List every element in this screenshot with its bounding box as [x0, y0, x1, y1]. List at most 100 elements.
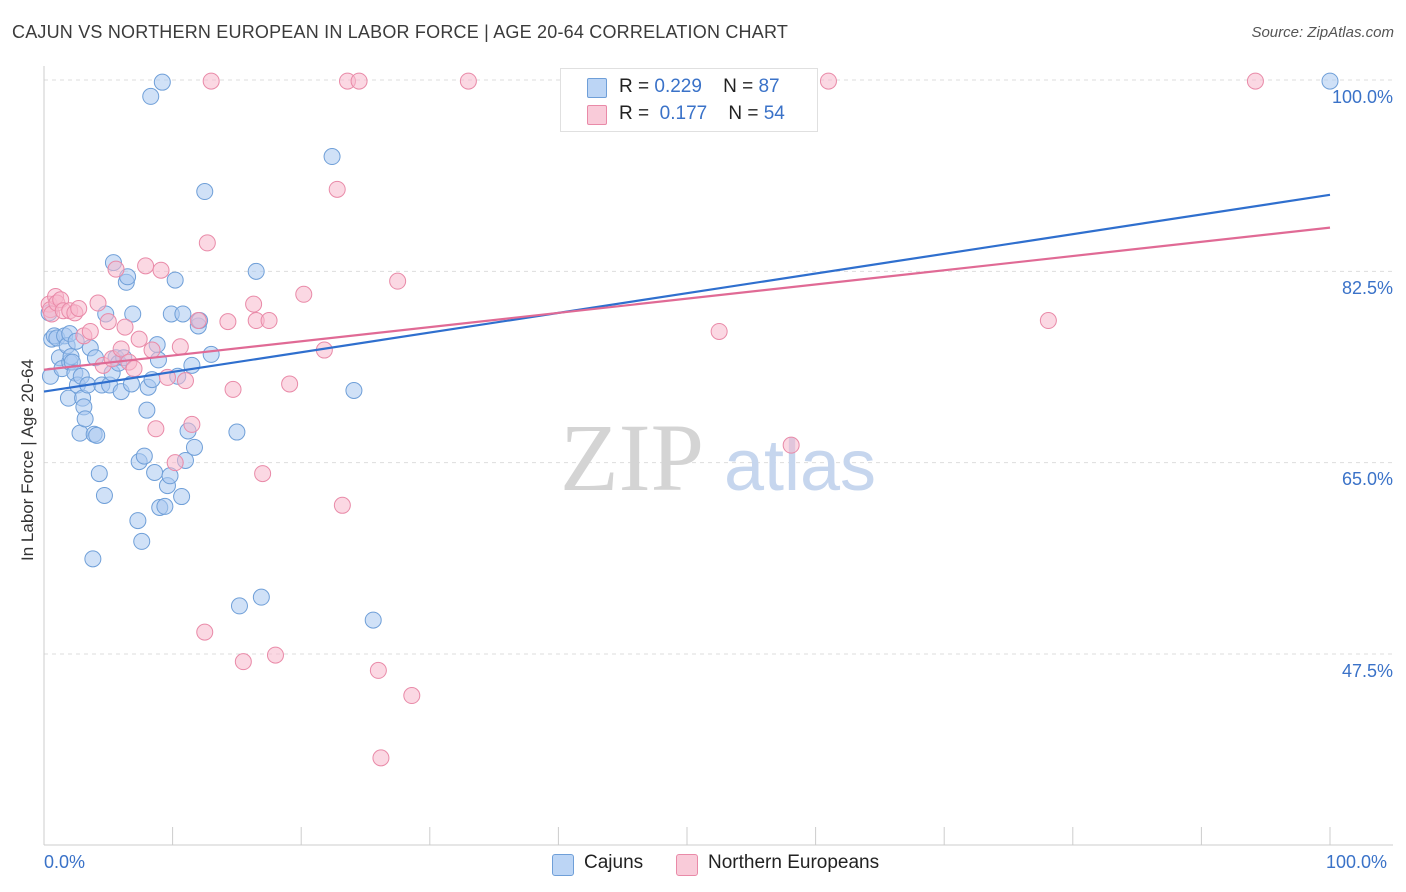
- data-point: [152, 261, 170, 279]
- data-point: [137, 257, 155, 275]
- data-point: [372, 749, 390, 767]
- y-tick-label-65: 65.0%: [1341, 469, 1393, 489]
- data-point: [782, 436, 800, 454]
- legend-swatch-blue: [552, 854, 574, 876]
- legend-r-label: R =: [619, 103, 650, 124]
- data-point: [116, 318, 134, 336]
- legend-swatch-pink: [676, 854, 698, 876]
- data-point: [174, 305, 192, 323]
- data-point: [183, 356, 201, 374]
- data-point: [459, 72, 477, 90]
- legend-r-label: R =: [619, 76, 650, 97]
- source-label: Source: ZipAtlas.com: [1251, 24, 1394, 41]
- watermark-atlas: atlas: [724, 426, 876, 506]
- trend-line-cajuns: [43, 193, 1331, 393]
- legend-n-label: N =: [723, 76, 754, 97]
- data-point: [146, 464, 164, 482]
- data-point: [147, 420, 165, 438]
- data-point: [99, 313, 117, 331]
- data-point: [71, 424, 89, 442]
- data-point: [254, 465, 272, 483]
- watermark-zip: ZIP: [560, 404, 704, 511]
- data-point: [333, 496, 351, 514]
- data-point: [185, 438, 203, 456]
- data-point: [234, 653, 252, 671]
- legend-swatch-blue: [587, 78, 607, 98]
- data-point: [76, 410, 94, 428]
- data-point: [138, 401, 156, 419]
- data-point: [70, 300, 88, 318]
- trend-lines: [43, 193, 1331, 393]
- data-point: [81, 322, 99, 340]
- data-point: [156, 497, 174, 515]
- data-point: [266, 646, 284, 664]
- data-point: [1321, 72, 1339, 90]
- data-point: [133, 532, 151, 550]
- stats-legend: R = 0.229 N = 87 R = 0.177 N = 54: [560, 68, 818, 132]
- data-point: [224, 380, 242, 398]
- data-point: [202, 345, 220, 363]
- data-point: [89, 294, 107, 312]
- x-tick-label-0: 0.0%: [44, 852, 86, 872]
- legend-swatch-pink: [587, 105, 607, 125]
- data-point: [260, 312, 278, 330]
- data-point: [129, 512, 147, 530]
- data-point: [88, 426, 106, 444]
- data-point: [107, 260, 125, 278]
- data-point: [112, 340, 130, 358]
- data-point: [198, 234, 216, 252]
- axes: [43, 66, 1393, 846]
- legend-r-value: 0.229: [654, 76, 702, 97]
- legend-n-value: 87: [758, 76, 780, 97]
- series-cajuns: [40, 72, 1339, 629]
- y-tick-label-82-5: 82.5%: [1341, 278, 1393, 298]
- data-point: [389, 272, 407, 290]
- data-point: [176, 372, 194, 390]
- data-point: [95, 486, 113, 504]
- data-point: [245, 295, 263, 313]
- data-point: [819, 72, 837, 90]
- trend-line-northern-europeans: [43, 226, 1331, 371]
- data-point: [247, 262, 265, 280]
- data-point: [84, 550, 102, 568]
- data-point: [323, 148, 341, 166]
- data-point: [202, 72, 220, 90]
- grid-lines: [44, 79, 1393, 655]
- data-point: [130, 330, 148, 348]
- data-point: [166, 454, 184, 472]
- data-point: [364, 611, 382, 629]
- data-point: [295, 285, 313, 303]
- data-point: [1039, 312, 1057, 330]
- chart-title: CAJUN VS NORTHERN EUROPEAN IN LABOR FORC…: [12, 22, 789, 42]
- x-tick-label-100: 100.0%: [1326, 852, 1388, 872]
- legend-label-cajuns: Cajuns: [584, 852, 644, 873]
- data-point: [173, 488, 191, 506]
- data-point: [350, 72, 368, 90]
- data-point: [125, 360, 143, 378]
- data-point: [166, 271, 184, 289]
- data-point: [252, 588, 270, 606]
- data-point: [143, 341, 161, 359]
- data-point: [1246, 72, 1264, 90]
- data-point: [403, 687, 421, 705]
- legend-r-value: 0.177: [659, 103, 708, 124]
- data-point: [153, 73, 171, 91]
- data-point: [196, 183, 214, 201]
- legend-label-northern-europeans: Northern Europeans: [708, 852, 880, 873]
- data-point: [328, 180, 346, 198]
- data-point: [183, 415, 201, 433]
- series-northern-europeans: [40, 72, 1264, 767]
- y-tick-label-100: 100.0%: [1331, 87, 1393, 107]
- data-point: [369, 661, 387, 679]
- legend-n-value: 54: [763, 103, 785, 124]
- y-tick-label-47-5: 47.5%: [1341, 661, 1393, 681]
- data-point: [230, 597, 248, 615]
- data-point: [228, 423, 246, 441]
- data-point: [90, 465, 108, 483]
- data-point: [142, 87, 160, 105]
- watermark: ZIP atlas: [560, 404, 876, 511]
- legend-n-label: N =: [728, 103, 759, 124]
- data-point: [710, 322, 728, 340]
- data-point: [345, 382, 363, 400]
